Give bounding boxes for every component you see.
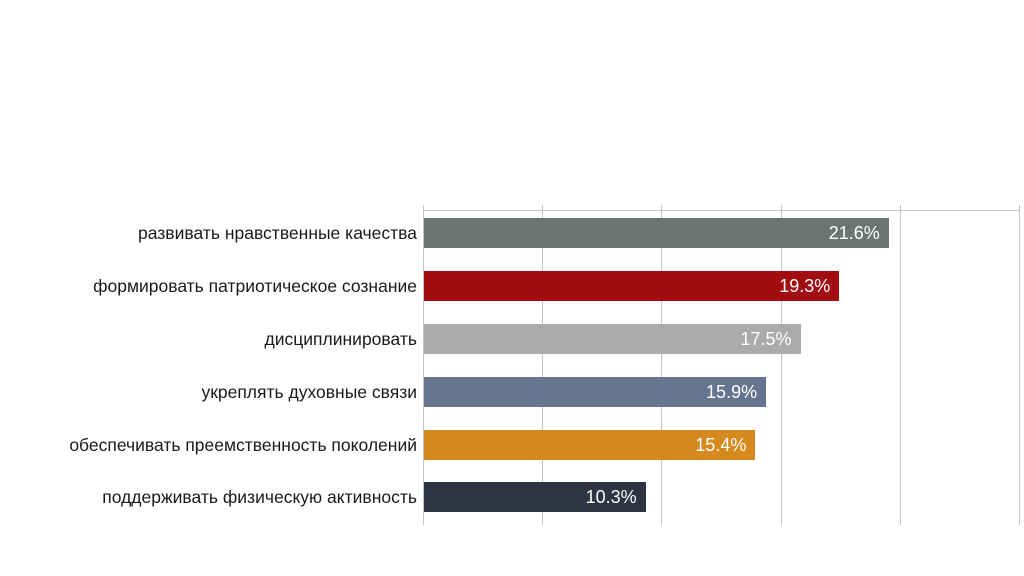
value-label: 15.9% — [706, 381, 758, 402]
bars-layer: 21.6% 19.3% 17.5% 15.9% 15.4% 10.3% — [424, 210, 1020, 520]
gridline-5 — [1019, 205, 1020, 525]
value-label: 17.5% — [740, 328, 792, 349]
bar: 15.4% — [424, 430, 756, 460]
category-label: формировать патриотическое сознание — [93, 276, 417, 296]
value-axis-line — [423, 210, 1020, 211]
gridline-4 — [900, 205, 901, 525]
bar: 10.3% — [424, 482, 646, 512]
value-label: 21.6% — [828, 222, 880, 243]
gridline-2 — [661, 205, 662, 525]
value-label: 19.3% — [779, 275, 831, 296]
bar: 21.6% — [424, 218, 889, 248]
category-label: поддерживать физическую активность — [102, 487, 417, 507]
category-label: развивать нравственные качества — [138, 223, 417, 243]
gridline-0 — [423, 205, 424, 525]
bar: 17.5% — [424, 324, 801, 354]
category-label: обеспечивать преемственность поколений — [69, 435, 417, 455]
plot-area — [423, 205, 1020, 525]
value-label: 10.3% — [585, 486, 637, 507]
bar: 15.9% — [424, 377, 767, 407]
value-label: 15.4% — [695, 434, 747, 455]
category-label: укреплять духовные связи — [201, 382, 417, 402]
gridline-1 — [542, 205, 543, 525]
category-label: дисциплинировать — [264, 329, 417, 349]
gridline-3 — [781, 205, 782, 525]
bar: 19.3% — [424, 271, 840, 301]
